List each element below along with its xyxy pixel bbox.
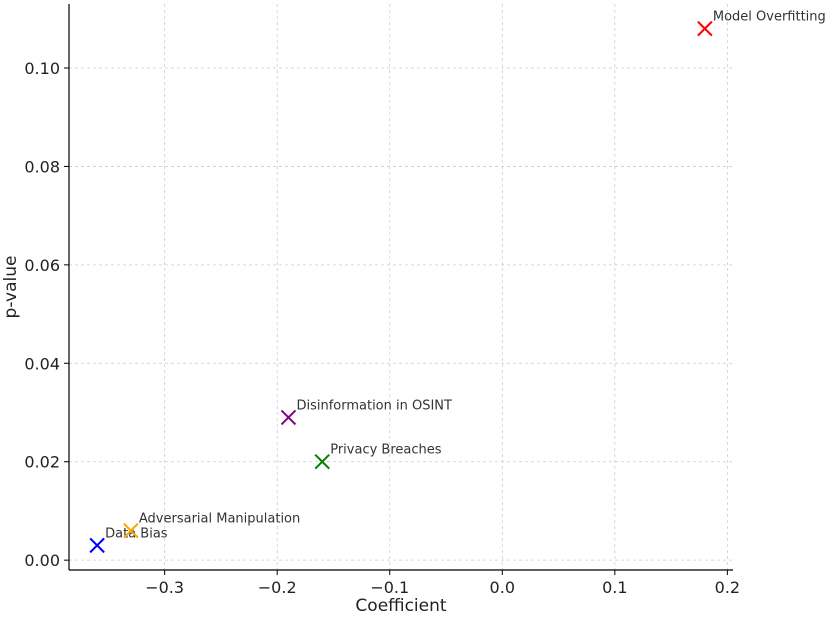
x-tick-label: 0.0 [490, 578, 515, 597]
y-tick-label: 0.00 [24, 551, 60, 570]
x-marker-stroke [123, 522, 139, 539]
data-point: Model Overfitting [697, 10, 826, 37]
x-tick-label: −0.3 [145, 578, 184, 597]
x-tick-label: −0.2 [258, 578, 297, 597]
x-axis-label: Coefficient [355, 596, 446, 616]
point-label: Adversarial Manipulation [139, 512, 300, 527]
x-marker-stroke [89, 537, 105, 554]
y-axis-label: p-value [1, 256, 21, 319]
axes [68, 4, 733, 571]
point-label: Data Bias [105, 526, 168, 541]
x-marker-stroke [314, 454, 330, 470]
data-point: Adversarial Manipulation [123, 512, 300, 539]
y-tick-label: 0.08 [24, 157, 60, 176]
y-tick-label: 0.02 [24, 453, 60, 472]
x-tick-label: 0.2 [715, 578, 740, 597]
data-point: Privacy Breaches [314, 443, 442, 470]
x-marker-stroke [280, 409, 297, 426]
data-point: Disinformation in OSINT [280, 398, 452, 426]
grid-lines [69, 4, 733, 570]
tick-marks: −0.3 −0.2 −0.1 0.0 0.1 0.2 0.00 0.02 0.04 0.06 0.0… [24, 59, 740, 597]
y-tick-label: 0.10 [24, 59, 60, 78]
y-tick-label: 0.06 [24, 256, 60, 275]
data-point: Data Bias [89, 526, 168, 554]
x-tick-label: −0.1 [370, 578, 409, 597]
point-label: Model Overfitting [713, 10, 826, 25]
x-tick-label: 0.1 [602, 578, 627, 597]
point-label: Privacy Breaches [330, 443, 442, 458]
point-label: Disinformation in OSINT [296, 398, 452, 413]
x-marker-stroke [697, 20, 713, 37]
y-tick-label: 0.04 [24, 354, 60, 373]
